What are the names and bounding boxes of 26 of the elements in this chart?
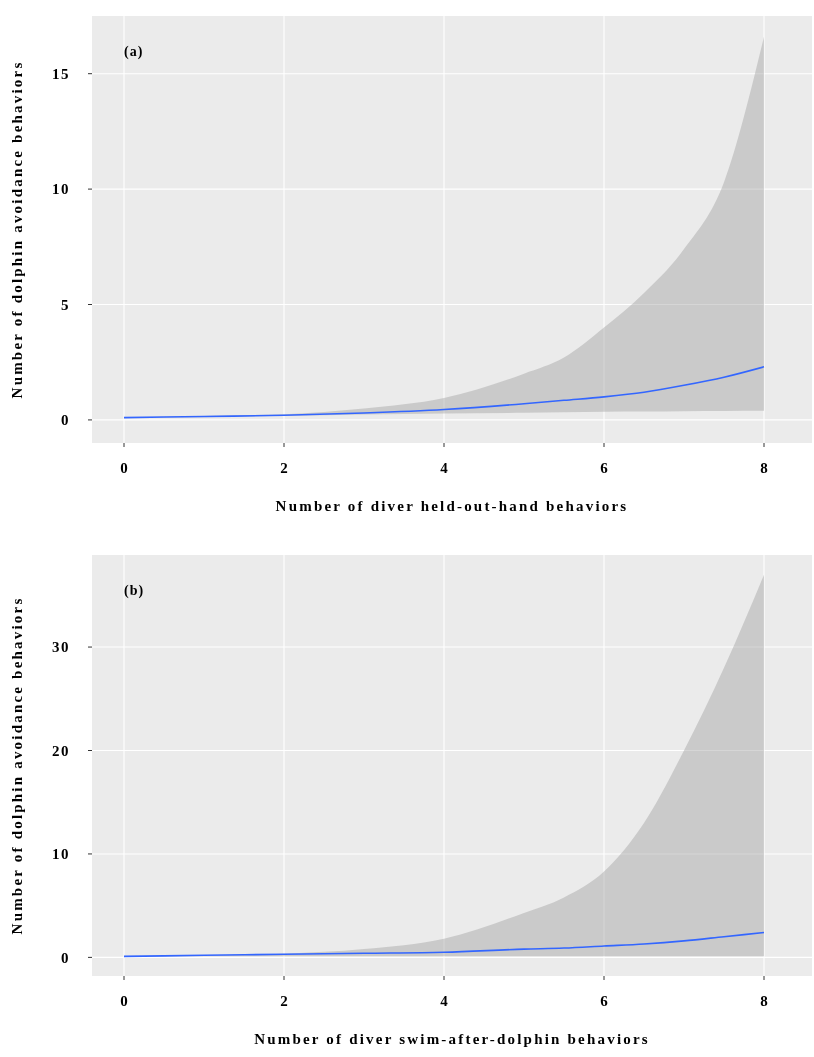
x-axis-title: Number of diver held-out-hand behaviors <box>275 498 629 514</box>
line-series <box>123 366 765 419</box>
annotation: (b) <box>124 583 145 599</box>
y-tick-label: 0 <box>61 949 70 966</box>
y-axis-title: Number of dolphin avoidance behaviors <box>9 60 25 399</box>
x-tick-label: 4 <box>440 993 449 1009</box>
x-axis-title: Number of diver swim-after-dolphin behaviors <box>254 1031 650 1047</box>
x-tick-label: 6 <box>600 993 609 1009</box>
y-tick-label: 10 <box>52 846 70 863</box>
y-tick-label: 10 <box>52 181 70 198</box>
x-tick-label: 6 <box>600 460 609 476</box>
y-tick-label: 0 <box>61 412 70 429</box>
annotation: (a) <box>124 44 144 60</box>
x-tick-label: 8 <box>760 460 768 476</box>
x-tick-label: 2 <box>280 460 288 476</box>
x-tick-label: 4 <box>440 460 449 476</box>
x-tick-label: 8 <box>760 993 768 1009</box>
y-tick-label: 20 <box>52 742 70 759</box>
y-tick-label: 30 <box>52 639 70 656</box>
line-series <box>123 931 765 958</box>
x-tick-label: 0 <box>120 460 128 476</box>
y-axis-title: Number of dolphin avoidance behaviors <box>9 596 25 935</box>
y-tick-label: 5 <box>61 296 70 313</box>
x-tick-label: 0 <box>120 993 128 1009</box>
y-tick-label: 15 <box>52 65 70 82</box>
x-tick-label: 2 <box>280 993 288 1009</box>
